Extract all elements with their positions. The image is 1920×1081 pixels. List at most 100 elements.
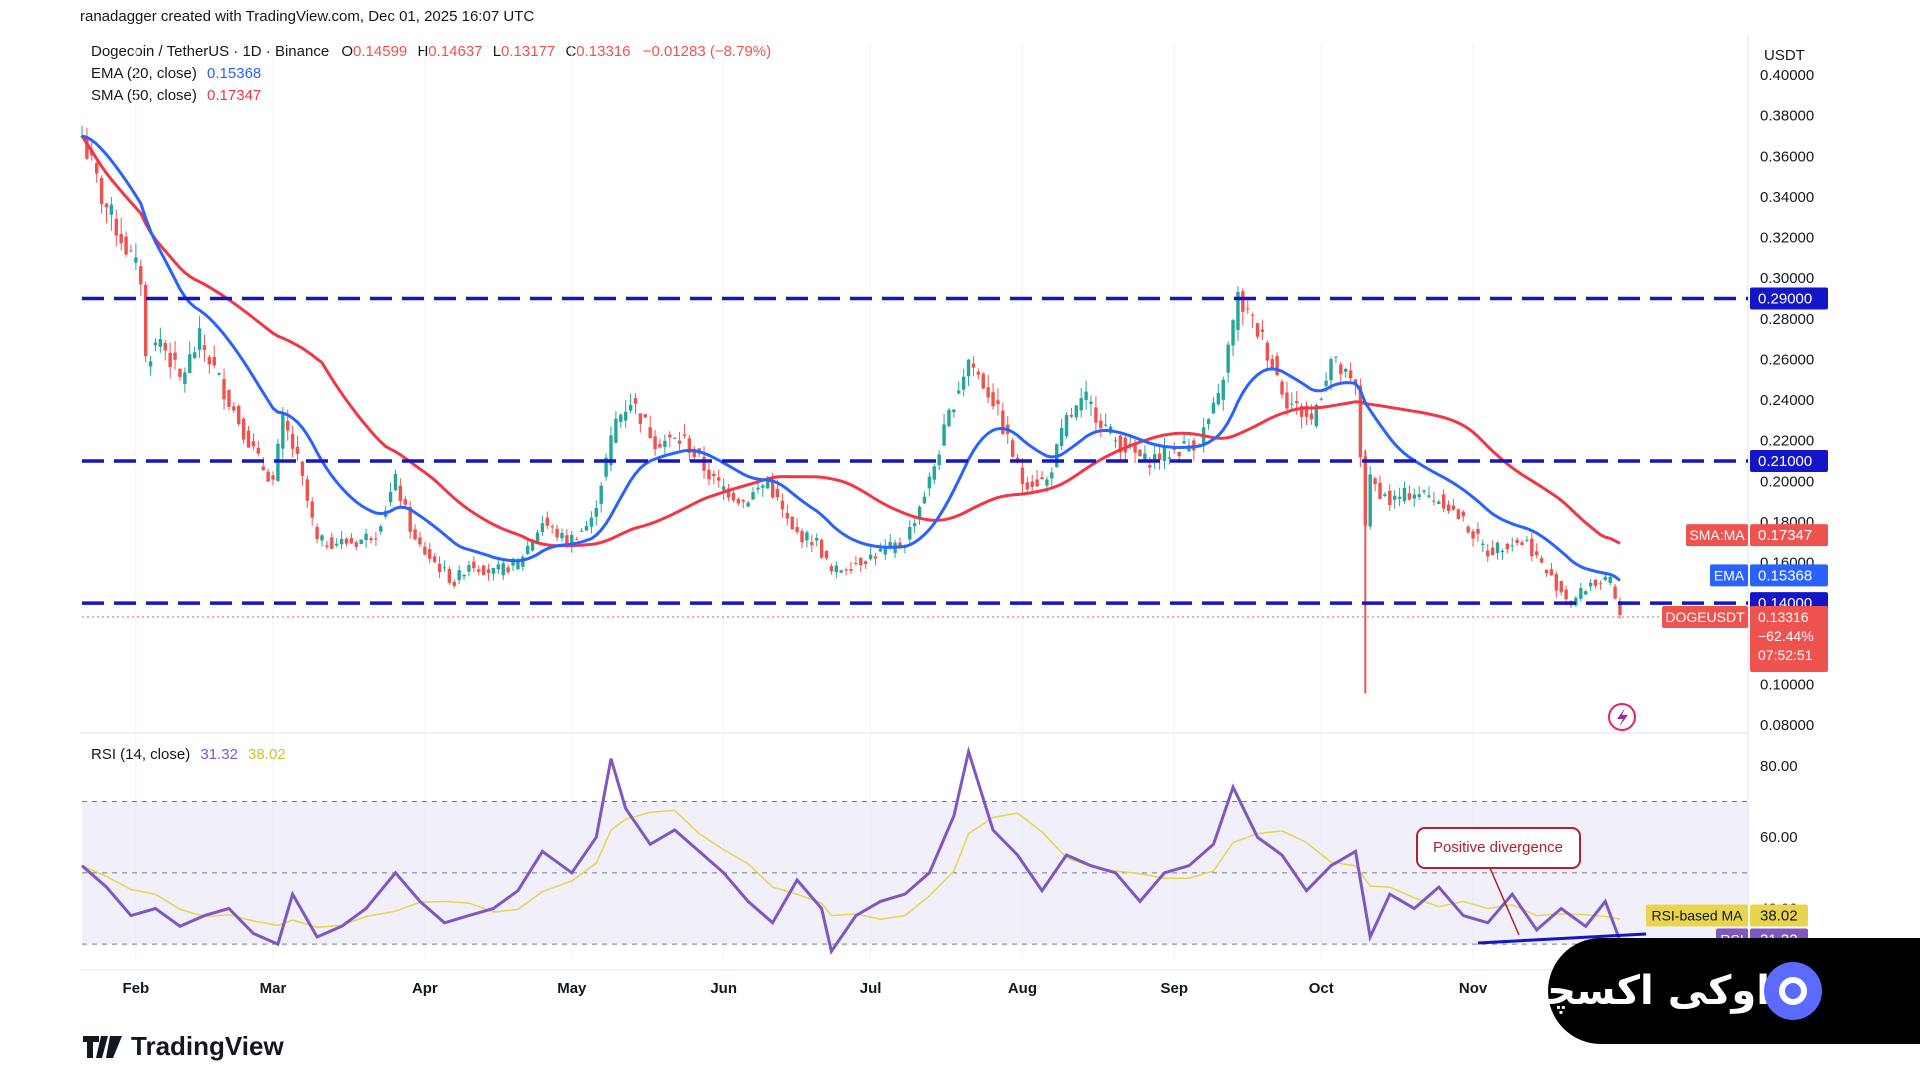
candle-body [1505,543,1510,550]
candle-body [1236,291,1240,330]
candle-body [1441,494,1446,509]
exchange-logo-icon [1764,962,1822,1020]
candle-body [1030,481,1034,487]
candle-body [315,526,319,540]
candle-body [726,488,731,498]
symbol-name: Dogecoin / TetherUS · 1D · Binance [91,43,329,60]
candle-body [1451,505,1456,510]
candle-body [1608,576,1612,583]
time-tick-label: Jul [860,980,882,997]
candle-body [912,523,917,527]
candle-body [364,533,368,541]
rsi-ma-name: RSI-based MA [1651,908,1743,924]
candle-body [1564,589,1568,600]
ohlc-l-value: 0.13177 [501,43,555,60]
moving-averages [80,134,1621,582]
candle-body [1584,591,1588,595]
candle-body [589,517,594,527]
level-tag-bg [1750,449,1828,472]
candle-body [1231,320,1235,346]
candle-body [991,392,995,407]
candle-body [1221,379,1225,400]
candle-body [623,411,628,421]
candle-body [868,554,873,560]
candle-body [790,516,794,530]
candle-body [1270,358,1274,369]
candle-body [237,405,241,425]
candle-body [1324,380,1328,386]
candle-body [1152,454,1157,462]
candle-body [1094,407,1098,423]
candle-body [1486,550,1490,557]
candle-body [648,427,652,439]
candle-body [413,529,417,540]
candle-body [472,561,476,569]
candle-body [178,368,182,377]
candle-body [1309,413,1314,420]
time-tick-label: Apr [412,980,438,997]
last-price-tag-text: −62.44% [1758,628,1814,644]
candle-body [1103,424,1108,426]
candle-body [1358,385,1363,458]
candle-body [1010,440,1015,457]
candle-body [1285,392,1289,409]
candle-body [878,548,883,552]
price-tick-label: 0.08000 [1760,717,1814,734]
candle-body [1020,467,1025,484]
candle-body [1427,495,1431,497]
candle-body [94,163,99,174]
ohlc-c-value: 0.13316 [576,43,630,60]
candle-body [1368,474,1372,527]
candle-body [849,569,853,571]
ema-tag-bg [1750,564,1828,587]
candle-body [1339,364,1343,375]
divergence-annotation: Positive divergence [1416,827,1647,945]
rsi-ma-name-bg [1646,904,1748,927]
price-tick-label: 0.28000 [1760,311,1814,328]
rsi-lines [81,745,1622,955]
candle-body [418,537,422,545]
ema-name-tag-bg [1710,564,1748,587]
candle-body [124,236,128,255]
candle-body [286,420,290,431]
candle-body [305,479,310,501]
candle-body [359,539,363,544]
candle-body [859,557,863,566]
time-tick-label: May [557,980,587,997]
candle-body [908,527,912,540]
lightning-icon[interactable] [1608,703,1636,731]
candle-body [545,517,550,526]
candle-body [1265,342,1270,361]
ohlc-o-value: 0.14599 [353,43,407,60]
ema-label: EMA (20, close) [91,65,197,82]
candle-body [1412,494,1416,499]
candle-body [1177,451,1181,457]
candle-body [1123,437,1128,453]
candle-body [481,565,486,575]
candle-body [1378,482,1382,500]
price-tick-label: 0.24000 [1760,392,1814,409]
candle-body [290,433,295,449]
candle-body [256,447,261,454]
candle-body [800,531,804,543]
candle-body [104,203,109,208]
candle-body [1182,441,1186,444]
candle-body [192,352,197,359]
candle-body [511,558,515,566]
level-tag-bg [1750,287,1828,310]
candle-body [227,389,231,407]
price-tick-label: 0.10000 [1760,676,1814,693]
candle-body [721,486,726,491]
candle-body [663,440,667,447]
candle-body [1040,477,1044,480]
candle-body [981,373,985,389]
candle-body [957,390,961,394]
rsi-tick-label: 60.00 [1760,829,1798,846]
candle-body [971,363,976,368]
candle-body [736,498,741,504]
candle-body [1329,359,1333,381]
candle-body [1554,574,1559,591]
candle-body [251,441,256,447]
candle-body [1255,323,1260,337]
candle-body [628,404,633,411]
